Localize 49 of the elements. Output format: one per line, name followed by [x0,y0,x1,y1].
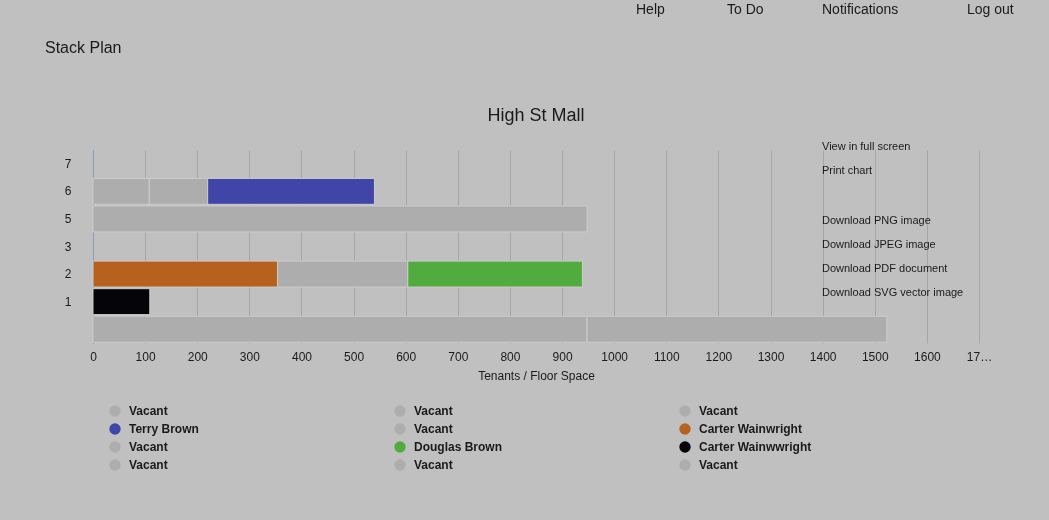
text: Log out [967,1,1014,17]
legend-label: Vacant [129,404,168,418]
annotation: View in full screen [822,140,911,152]
chart-title: High St Mall [487,105,585,126]
x-tick-label: 300 [239,349,261,364]
legend-label: Carter Wainwright [699,422,802,436]
legend-label: Vacant [414,404,453,418]
x-tick-label: 200 [187,349,209,364]
y-tick-label: 1 [64,294,72,309]
annotation: Download SVG vector image [822,286,964,298]
y-tick-label: 5 [64,211,72,226]
x-tick-label: 1200 [705,349,733,364]
x-tick-label: 600 [396,349,417,364]
text: Stack Plan [45,39,122,56]
x-tick-label: 1000 [601,349,629,364]
text: Notifications [822,1,899,17]
x-tick-label: 0 [90,349,98,364]
legend-label: Douglas Brown [414,440,503,454]
x-tick-label: 800 [500,349,521,364]
x-tick-label: 1600 [914,349,942,364]
annotation: Download JPEG image [822,238,936,250]
x-tick-label: 700 [448,349,469,364]
annotation: Download PNG image [822,214,931,226]
y-tick-label: 2 [64,267,72,282]
x-tick-label: 500 [344,349,365,364]
x-tick-label: 1400 [809,349,837,364]
legend-label: Vacant [129,440,168,454]
annotation: Download PDF document [822,262,948,274]
legend-label: Vacant [129,458,168,472]
legend-label: Vacant [699,404,738,418]
text: Help [636,1,666,17]
y-tick-label: 6 [64,184,72,199]
y-tick-label: 3 [64,239,72,254]
text: To Do [727,1,764,17]
x-tick-label: 1300 [757,349,785,364]
x-tick-label: 1500 [861,349,889,364]
legend-label: Vacant [414,422,453,436]
legend-label: Vacant [699,458,738,472]
x-tick-label: 900 [552,349,573,364]
x-tick-label: 1100 [653,349,681,364]
legend-label: Carter Wainwwright [699,440,812,454]
legend-label: Terry Brown [129,422,199,436]
annotation: Print chart [822,164,873,176]
legend-label: Vacant [414,458,453,472]
y-tick-label: 7 [64,156,72,171]
x-axis-title: Tenants / Floor Space [478,368,596,383]
x-tick-label: 400 [291,349,313,364]
x-tick-label: 17… [966,349,993,364]
x-tick-label: 100 [135,349,156,364]
